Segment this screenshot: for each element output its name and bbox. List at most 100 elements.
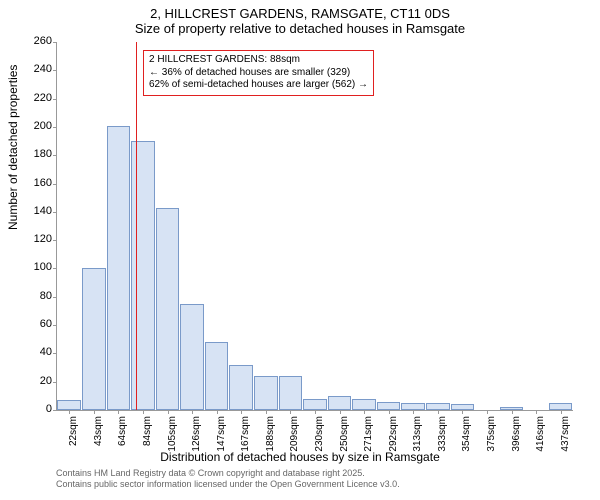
xtick-mark: [536, 410, 537, 414]
histogram-bar: [328, 396, 352, 410]
ytick-label: 120: [12, 233, 52, 245]
ytick-mark: [53, 297, 57, 298]
xtick-mark: [487, 410, 488, 414]
xtick-label: 209sqm: [289, 416, 300, 454]
xtick-label: 250sqm: [339, 416, 350, 454]
ytick-mark: [53, 240, 57, 241]
xtick-label: 333sqm: [437, 416, 448, 454]
xtick-label: 396sqm: [511, 416, 522, 454]
histogram-bar: [82, 268, 106, 410]
histogram-bar: [205, 342, 229, 410]
xtick-label: 126sqm: [191, 416, 202, 454]
histogram-bar: [254, 376, 278, 410]
histogram-bar: [303, 399, 327, 410]
footer-line2: Contains public sector information licen…: [56, 479, 400, 490]
xtick-mark: [364, 410, 365, 414]
xtick-label: 437sqm: [560, 416, 571, 454]
histogram-bar: [549, 403, 573, 410]
annotation-line1: 2 HILLCREST GARDENS: 88sqm: [149, 54, 368, 67]
xtick-label: 354sqm: [461, 416, 472, 454]
ytick-mark: [53, 325, 57, 326]
xtick-mark: [94, 410, 95, 414]
histogram-bar: [426, 403, 450, 410]
annotation-box: 2 HILLCREST GARDENS: 88sqm ← 36% of deta…: [143, 50, 374, 96]
ytick-label: 20: [12, 375, 52, 387]
ytick-mark: [53, 353, 57, 354]
histogram-bar: [156, 208, 180, 410]
x-axis-label: Distribution of detached houses by size …: [0, 450, 600, 464]
xtick-label: 22sqm: [68, 416, 79, 454]
ytick-mark: [53, 184, 57, 185]
xtick-mark: [413, 410, 414, 414]
xtick-label: 292sqm: [388, 416, 399, 454]
ytick-label: 100: [12, 261, 52, 273]
xtick-mark: [290, 410, 291, 414]
ytick-mark: [53, 127, 57, 128]
ytick-label: 0: [12, 403, 52, 415]
xtick-label: 105sqm: [167, 416, 178, 454]
ytick-mark: [53, 410, 57, 411]
xtick-mark: [168, 410, 169, 414]
xtick-mark: [241, 410, 242, 414]
xtick-mark: [340, 410, 341, 414]
xtick-mark: [143, 410, 144, 414]
xtick-label: 230sqm: [314, 416, 325, 454]
ytick-label: 240: [12, 63, 52, 75]
footer-line1: Contains HM Land Registry data © Crown c…: [56, 468, 400, 479]
xtick-mark: [69, 410, 70, 414]
xtick-label: 64sqm: [117, 416, 128, 454]
plot-area: 2 HILLCREST GARDENS: 88sqm ← 36% of deta…: [56, 42, 573, 411]
ytick-label: 200: [12, 120, 52, 132]
histogram-bar: [352, 399, 376, 410]
histogram-bar: [57, 400, 81, 410]
histogram-bar: [279, 376, 303, 410]
title-block: 2, HILLCREST GARDENS, RAMSGATE, CT11 0DS…: [0, 0, 600, 36]
ytick-label: 220: [12, 92, 52, 104]
xtick-label: 416sqm: [535, 416, 546, 454]
ytick-label: 80: [12, 290, 52, 302]
xtick-label: 313sqm: [412, 416, 423, 454]
xtick-label: 84sqm: [142, 416, 153, 454]
histogram-bar: [180, 304, 204, 410]
xtick-mark: [118, 410, 119, 414]
xtick-mark: [315, 410, 316, 414]
title-line2: Size of property relative to detached ho…: [0, 21, 600, 36]
xtick-label: 167sqm: [240, 416, 251, 454]
ytick-mark: [53, 42, 57, 43]
xtick-mark: [462, 410, 463, 414]
histogram-bar: [229, 365, 253, 410]
ytick-label: 140: [12, 205, 52, 217]
chart-container: 2, HILLCREST GARDENS, RAMSGATE, CT11 0DS…: [0, 0, 600, 500]
reference-line: [136, 42, 137, 410]
xtick-mark: [512, 410, 513, 414]
xtick-mark: [192, 410, 193, 414]
xtick-label: 147sqm: [216, 416, 227, 454]
ytick-label: 180: [12, 148, 52, 160]
ytick-mark: [53, 212, 57, 213]
ytick-mark: [53, 70, 57, 71]
ytick-label: 160: [12, 177, 52, 189]
annotation-line3: 62% of semi-detached houses are larger (…: [149, 79, 368, 92]
xtick-label: 188sqm: [265, 416, 276, 454]
xtick-mark: [266, 410, 267, 414]
histogram-bar: [107, 126, 131, 410]
annotation-line2: ← 36% of detached houses are smaller (32…: [149, 67, 368, 80]
histogram-bar: [377, 402, 401, 410]
title-line1: 2, HILLCREST GARDENS, RAMSGATE, CT11 0DS: [0, 6, 600, 21]
ytick-mark: [53, 99, 57, 100]
ytick-mark: [53, 155, 57, 156]
xtick-mark: [438, 410, 439, 414]
xtick-mark: [217, 410, 218, 414]
ytick-label: 60: [12, 318, 52, 330]
xtick-label: 43sqm: [93, 416, 104, 454]
xtick-mark: [561, 410, 562, 414]
xtick-label: 375sqm: [486, 416, 497, 454]
footer: Contains HM Land Registry data © Crown c…: [56, 468, 400, 491]
ytick-mark: [53, 382, 57, 383]
histogram-bar: [401, 403, 425, 410]
ytick-label: 40: [12, 346, 52, 358]
xtick-mark: [389, 410, 390, 414]
ytick-mark: [53, 268, 57, 269]
xtick-label: 271sqm: [363, 416, 374, 454]
histogram-bar: [131, 141, 155, 410]
